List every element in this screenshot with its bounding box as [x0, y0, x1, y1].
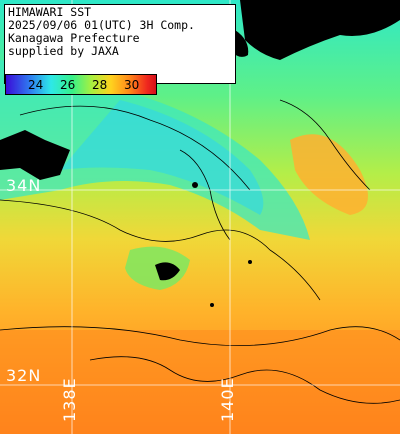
island-2	[210, 303, 214, 307]
legend-tick-30: 30	[124, 78, 140, 92]
legend-tick-28: 28	[92, 78, 108, 92]
cold-water-core	[60, 100, 264, 215]
lon-label-140e: 140E	[218, 377, 237, 422]
lat-label-32n: 32N	[6, 366, 42, 385]
legend-tick-24: 24	[28, 78, 44, 92]
info-box: HIMAWARI SST 2025/09/06 01(UTC) 3H Comp.…	[4, 4, 236, 84]
lat-label-34n: 34N	[6, 176, 42, 195]
map-datetime: 2025/09/06 01(UTC) 3H Comp.	[8, 18, 195, 32]
map-region: Kanagawa Prefecture	[8, 31, 140, 45]
temperature-legend: 24 26 28 30	[5, 74, 157, 95]
warm-eddy	[290, 134, 368, 215]
lon-label-138e: 138E	[60, 377, 79, 422]
land-island	[155, 262, 180, 281]
land-west	[0, 130, 70, 180]
legend-tick-26: 26	[60, 78, 76, 92]
map-credit: supplied by JAXA	[8, 44, 119, 58]
land-izu	[232, 30, 249, 57]
isotherm-contours	[0, 99, 400, 404]
warm-band	[0, 330, 400, 434]
island-1	[192, 182, 198, 188]
legend-colorbar	[6, 75, 156, 94]
map-title: HIMAWARI SST	[8, 5, 92, 19]
land-honshu	[240, 0, 400, 60]
island-3	[248, 260, 252, 264]
